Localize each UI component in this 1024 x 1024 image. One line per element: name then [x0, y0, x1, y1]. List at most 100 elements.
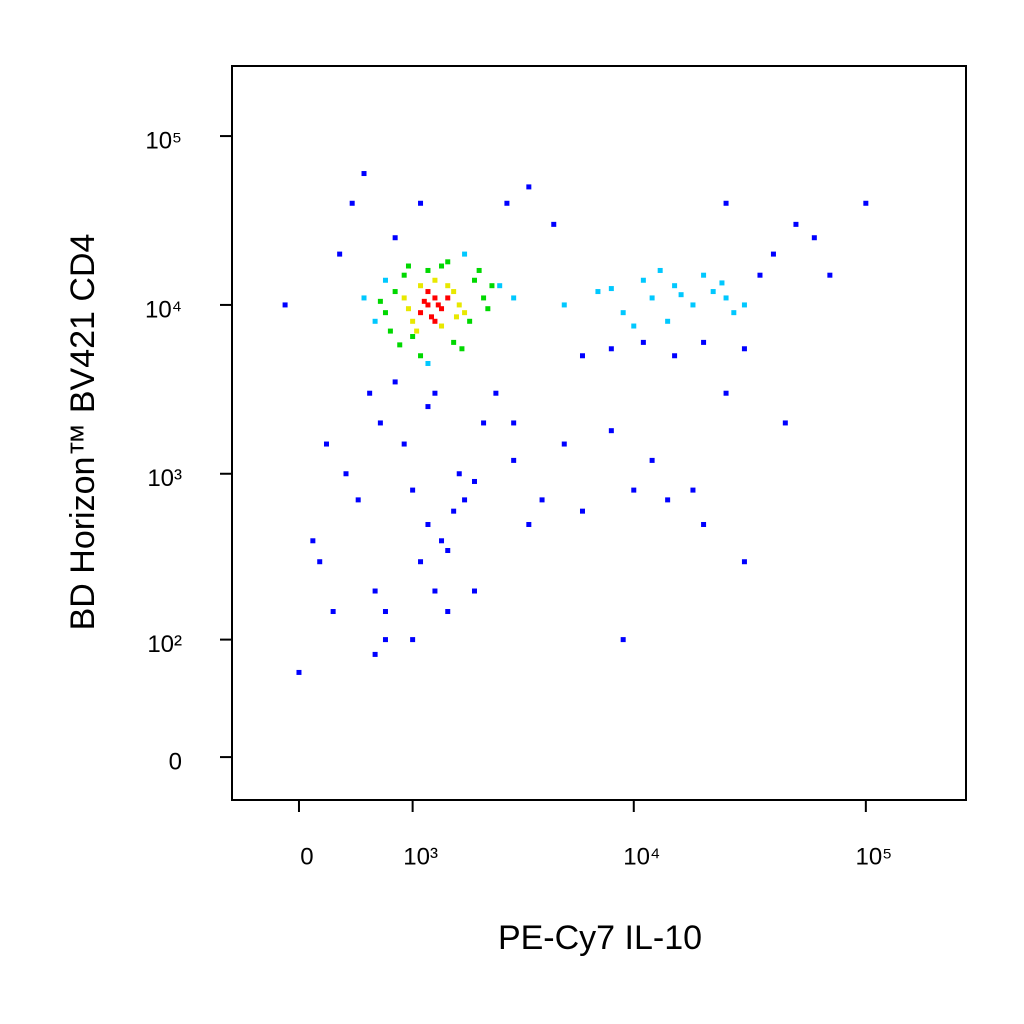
data-point — [741, 346, 747, 352]
y-tick-label: 10⁴ — [145, 296, 182, 323]
data-point — [471, 588, 477, 594]
y-tick-label: 0 — [169, 748, 182, 775]
data-point — [392, 235, 398, 241]
data-point — [678, 292, 684, 298]
data-point — [418, 310, 424, 316]
data-point — [410, 334, 416, 340]
data-point — [451, 289, 457, 295]
data-point — [620, 310, 626, 316]
x-tick-label: 0 — [300, 843, 313, 870]
data-point — [310, 538, 316, 544]
data-point — [439, 323, 445, 329]
data-point — [392, 289, 398, 295]
data-point — [493, 390, 499, 396]
data-point — [741, 559, 747, 565]
data-point — [392, 379, 398, 385]
data-point — [337, 251, 343, 257]
data-point — [405, 306, 411, 312]
data-point — [456, 471, 462, 477]
data-point — [640, 277, 646, 283]
data-point — [731, 310, 737, 316]
data-point — [579, 508, 585, 514]
data-point — [665, 497, 671, 503]
data-point — [723, 390, 729, 396]
data-point — [620, 637, 626, 643]
plot-frame — [231, 65, 967, 801]
data-point — [432, 390, 438, 396]
y-tick-label: 10² — [147, 631, 182, 658]
data-point — [467, 318, 473, 324]
data-point — [757, 272, 763, 278]
y-tick-label: 10³ — [147, 465, 182, 492]
data-point — [372, 318, 378, 324]
data-point — [811, 235, 817, 241]
data-point — [561, 441, 567, 447]
data-point — [445, 609, 451, 615]
data-point — [432, 588, 438, 594]
data-point — [539, 497, 545, 503]
data-point — [432, 318, 438, 324]
data-point — [405, 263, 411, 269]
data-point — [723, 200, 729, 206]
data-point — [418, 283, 424, 289]
data-point — [459, 346, 465, 352]
data-point — [377, 298, 383, 304]
data-point — [608, 428, 614, 434]
data-point — [330, 609, 336, 615]
data-point — [425, 289, 431, 295]
data-point — [579, 353, 585, 359]
data-point — [657, 267, 663, 273]
data-point — [382, 277, 388, 283]
data-point — [418, 353, 424, 359]
data-point — [481, 295, 487, 301]
y-axis-label: BD Horizon™ BV421 CD4 — [64, 234, 102, 631]
data-point — [372, 588, 378, 594]
data-point — [476, 267, 482, 273]
data-point — [425, 404, 431, 410]
data-point — [561, 302, 567, 308]
data-point — [511, 295, 517, 301]
data-point — [690, 487, 696, 493]
data-point — [349, 200, 355, 206]
data-point — [462, 251, 468, 257]
data-point — [453, 314, 459, 320]
data-point — [421, 298, 427, 304]
data-point — [471, 478, 477, 484]
x-tick-label: 10³ — [403, 843, 438, 870]
data-point — [323, 441, 329, 447]
data-point — [741, 302, 747, 308]
data-point — [649, 295, 655, 301]
data-point — [435, 302, 441, 308]
data-point — [782, 420, 788, 426]
data-point — [631, 487, 637, 493]
data-point — [387, 328, 393, 334]
data-point — [382, 609, 388, 615]
data-point — [439, 263, 445, 269]
data-point — [489, 283, 495, 289]
data-point — [410, 487, 416, 493]
data-point — [439, 306, 445, 312]
data-point — [439, 538, 445, 544]
data-point — [640, 339, 646, 345]
data-point — [445, 548, 451, 554]
data-point — [710, 289, 716, 295]
data-point — [672, 353, 678, 359]
data-point — [401, 441, 407, 447]
data-point — [355, 497, 361, 503]
data-point — [793, 221, 799, 227]
x-tick-label: 10⁵ — [856, 843, 893, 870]
data-point — [462, 497, 468, 503]
y-tick-label: 10⁵ — [145, 127, 182, 154]
data-point — [497, 283, 503, 289]
data-point — [343, 471, 349, 477]
data-point — [672, 283, 678, 289]
data-point — [770, 251, 776, 257]
data-point — [723, 295, 729, 301]
data-point — [701, 272, 707, 278]
data-point — [631, 323, 637, 329]
data-point — [665, 318, 671, 324]
data-point — [551, 221, 557, 227]
data-point — [414, 328, 420, 334]
data-point — [425, 521, 431, 527]
data-point — [401, 295, 407, 301]
